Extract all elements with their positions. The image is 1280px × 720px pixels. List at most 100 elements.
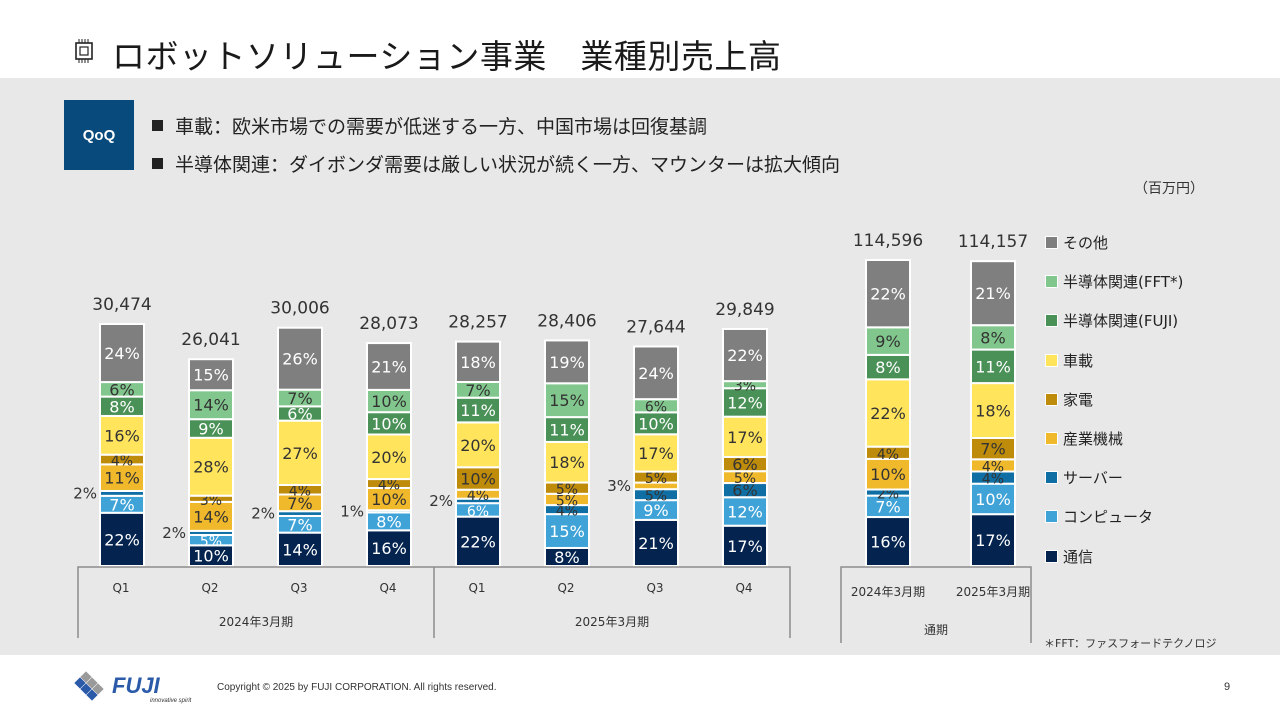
data-label: 15% <box>193 366 229 385</box>
legend-swatch-icon <box>1045 471 1058 485</box>
data-label: 7% <box>980 440 1005 459</box>
data-label: 3% <box>200 493 222 509</box>
bar-segment <box>455 421 501 469</box>
data-label: 27% <box>282 444 318 463</box>
data-label: 10% <box>371 414 407 433</box>
data-label: 7% <box>287 515 312 534</box>
bar-segment <box>277 419 323 486</box>
logo-text: FUJI <box>112 673 161 698</box>
data-label: 9% <box>198 419 223 438</box>
data-label: 22% <box>870 285 906 304</box>
bar-segment <box>722 524 768 568</box>
bar-segment <box>970 324 1016 351</box>
data-label: 24% <box>638 364 674 383</box>
bar-segment <box>970 513 1016 568</box>
data-label: 3% <box>734 379 756 395</box>
data-label: 10% <box>371 392 407 411</box>
data-label: 4% <box>378 478 400 494</box>
bullet-square-icon <box>152 157 163 169</box>
x-tick-label: Q4 <box>735 581 752 595</box>
data-label-outside: 3% <box>607 477 631 495</box>
data-label: 4% <box>877 447 899 463</box>
data-label: 22% <box>870 404 906 423</box>
data-label-outside: 2% <box>429 492 453 510</box>
x-tick-label: Q1 <box>112 581 129 595</box>
data-label-outside: 1% <box>340 502 364 520</box>
data-label: 4% <box>556 504 578 520</box>
data-label: 4% <box>111 454 133 470</box>
legend-label: 通信 <box>1063 547 1094 566</box>
data-label: 9% <box>643 501 668 520</box>
bar-segment <box>970 382 1016 439</box>
legend-item: 半導体関連(FFT*) <box>1045 262 1183 301</box>
data-label: 17% <box>727 537 763 556</box>
data-label: 11% <box>460 401 496 420</box>
data-label: 12% <box>727 502 763 521</box>
data-label: 5% <box>200 534 222 550</box>
data-label: 5% <box>734 471 756 487</box>
bar-segment <box>455 340 501 383</box>
summary-bullet: 車載：欧米市場での需要が低迷する一方、中国市場は回復基調 <box>152 106 840 144</box>
legend-label: コンピュータ <box>1063 508 1154 527</box>
bar-segment <box>865 457 911 491</box>
bar-segment <box>722 327 768 383</box>
legend-swatch-icon <box>1045 275 1058 289</box>
data-label: 6% <box>467 504 489 520</box>
bar-segment <box>970 260 1016 327</box>
data-label: 11% <box>549 421 585 440</box>
footnote: ＊FFT：ファスフォードテクノロジ <box>1044 637 1217 650</box>
data-label: 5% <box>645 489 667 505</box>
data-label: 8% <box>875 358 900 377</box>
legend-label: サーバー <box>1063 469 1123 488</box>
data-label: 18% <box>549 453 585 472</box>
data-label: 11% <box>975 357 1011 376</box>
bar-segment <box>722 387 768 418</box>
legend-label: 家電 <box>1063 390 1094 409</box>
page-number: 9 <box>1224 681 1231 693</box>
bar-segment <box>722 496 768 527</box>
data-label: 6% <box>287 404 312 423</box>
group-label: 2024年3月期 <box>219 615 293 629</box>
data-label: 17% <box>638 444 674 463</box>
bar-segment <box>633 518 679 567</box>
data-label: 7% <box>109 495 134 514</box>
data-label: 7% <box>287 494 312 513</box>
data-label-outside: 2% <box>251 505 275 523</box>
data-label: 14% <box>193 507 229 526</box>
bar-segment <box>865 516 911 568</box>
legend-swatch-icon <box>1045 549 1058 563</box>
bar-segment <box>99 511 145 568</box>
bar-segment <box>633 345 679 401</box>
legend-item: 車載 <box>1045 341 1183 380</box>
legend-swatch-icon <box>1045 353 1058 367</box>
copyright: Copyright © 2025 by FUJI CORPORATION. Al… <box>217 682 497 693</box>
data-label: 5% <box>556 482 578 498</box>
bar-segment <box>970 348 1016 385</box>
legend-label: 車載 <box>1063 351 1094 370</box>
data-label: 4% <box>982 459 1004 475</box>
bar-segment <box>188 436 234 497</box>
data-label: 10% <box>460 469 496 488</box>
logo-tagline: innovative spirit <box>150 698 192 704</box>
total-label: 26,041 <box>181 330 240 350</box>
data-label: 8% <box>109 397 134 416</box>
logo-diamond-icon <box>74 671 104 701</box>
bar-segment <box>722 415 768 458</box>
legend-label: 半導体関連(FUJI) <box>1063 312 1179 331</box>
stacked-bar-chart: 22%7%2%11%4%16%8%6%24%30,474Q110%5%2%14%… <box>73 231 1032 643</box>
total-label: 28,257 <box>448 313 507 333</box>
title-bar: ロボットソリューション事業 業種別売上高 <box>0 0 1280 78</box>
group-label: 通期 <box>924 623 948 637</box>
legend-item: 通信 <box>1045 537 1183 576</box>
qoq-badge: QoQ <box>64 100 134 170</box>
summary-bullets: 車載：欧米市場での需要が低迷する一方、中国市場は回復基調 半導体関連：ダイボンダ… <box>152 106 840 182</box>
data-label: 5% <box>556 493 578 509</box>
data-label: 11% <box>104 469 140 488</box>
data-label: 24% <box>104 344 140 363</box>
total-label: 30,474 <box>92 295 151 315</box>
x-tick-label: Q2 <box>557 581 574 595</box>
data-label: 8% <box>376 512 401 531</box>
data-label: 22% <box>104 530 140 549</box>
x-tick-label: Q4 <box>379 581 396 595</box>
data-label: 18% <box>975 402 1011 421</box>
